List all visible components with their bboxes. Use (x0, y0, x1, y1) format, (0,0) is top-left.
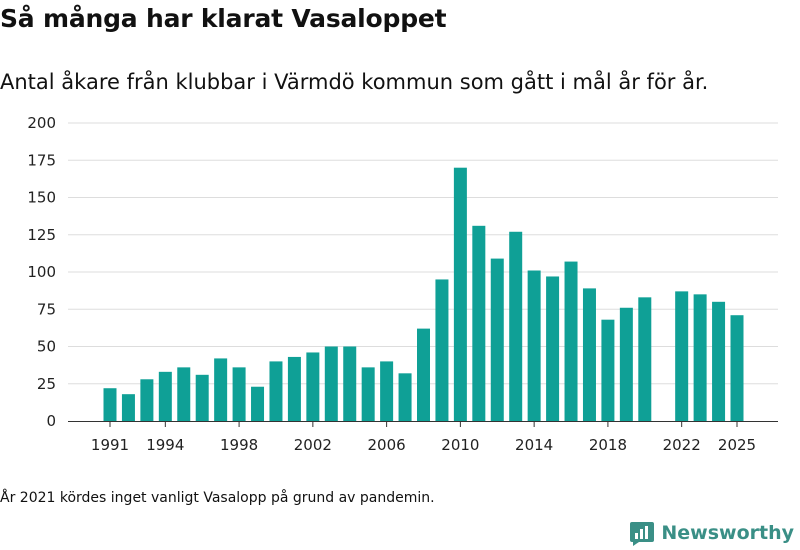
x-tick-label: 2025 (718, 436, 756, 454)
bar-2003 (324, 346, 338, 421)
bar-2019 (619, 307, 633, 421)
newsworthy-logo-icon (630, 522, 655, 546)
bar-1991 (103, 388, 117, 421)
bar-1999 (251, 386, 265, 421)
x-tick-label: 2006 (368, 436, 406, 454)
x-tick-label: 2018 (589, 436, 627, 454)
footnote: År 2021 kördes inget vanligt Vasalopp på… (0, 490, 435, 506)
brand-name: Newsworthy (661, 522, 794, 544)
bar-2005 (361, 367, 375, 421)
bar-2020 (638, 297, 652, 421)
bar-2008 (417, 328, 430, 421)
bar-1995 (177, 367, 191, 421)
bar-1994 (158, 371, 172, 421)
bar-2000 (269, 361, 283, 421)
y-tick-label: 25 (37, 375, 56, 393)
bar-2018 (601, 319, 615, 421)
bar-2016 (564, 261, 578, 421)
x-tick-label: 1994 (146, 436, 184, 454)
y-axis-labels: 0 25 50 75 100 125 150 175 200 (27, 114, 56, 430)
x-tick-label: 1998 (220, 436, 258, 454)
newsworthy-brand: Newsworthy (629, 520, 794, 546)
grid-lines (68, 122, 778, 385)
bar-1993 (140, 379, 154, 421)
bar-2009 (435, 279, 449, 421)
bars (103, 167, 744, 421)
x-axis (68, 421, 778, 427)
y-tick-label: 150 (27, 189, 56, 207)
bar-2017 (582, 288, 596, 421)
bar-1996 (195, 374, 209, 421)
x-tick-label: 2010 (441, 436, 479, 454)
bar-2004 (343, 346, 357, 421)
bar-2012 (490, 258, 504, 421)
bar-2023 (693, 294, 707, 421)
bar-2007 (398, 373, 412, 421)
x-tick-label: 2002 (294, 436, 332, 454)
bar-2006 (380, 361, 394, 421)
y-tick-label: 125 (27, 226, 56, 244)
bar-1998 (232, 367, 246, 421)
y-tick-label: 0 (46, 412, 56, 430)
x-tick-label: 2022 (663, 436, 701, 454)
bar-1997 (214, 358, 228, 421)
x-tick-label: 2014 (515, 436, 553, 454)
chart-title: Så många har klarat Vasaloppet (0, 4, 447, 33)
bar-2001 (287, 356, 301, 421)
chart-subtitle: Antal åkare från klubbar i Värmdö kommun… (0, 70, 709, 94)
bar-2022 (675, 291, 689, 421)
y-tick-label: 200 (27, 114, 56, 132)
y-tick-label: 50 (37, 338, 56, 356)
y-tick-label: 75 (37, 300, 56, 318)
x-tick-label: 1991 (91, 436, 129, 454)
bar-2024 (712, 301, 726, 421)
y-tick-label: 175 (27, 151, 56, 169)
x-axis-labels: 1991 1994 1998 2002 2006 2010 2014 2018 2022 2025 (91, 436, 756, 454)
bar-2010 (453, 167, 467, 421)
y-tick-label: 100 (27, 263, 56, 281)
bar-2013 (509, 231, 523, 421)
bar-1992 (121, 394, 135, 421)
bar-2011 (472, 225, 486, 421)
bar-2015 (546, 276, 560, 421)
bar-2002 (306, 352, 320, 421)
bar-chart: 0 25 50 75 100 125 150 175 200 1991 1994 1998 2002 2… (27, 114, 778, 454)
bar-2014 (527, 270, 541, 421)
bar-2025 (730, 315, 744, 421)
